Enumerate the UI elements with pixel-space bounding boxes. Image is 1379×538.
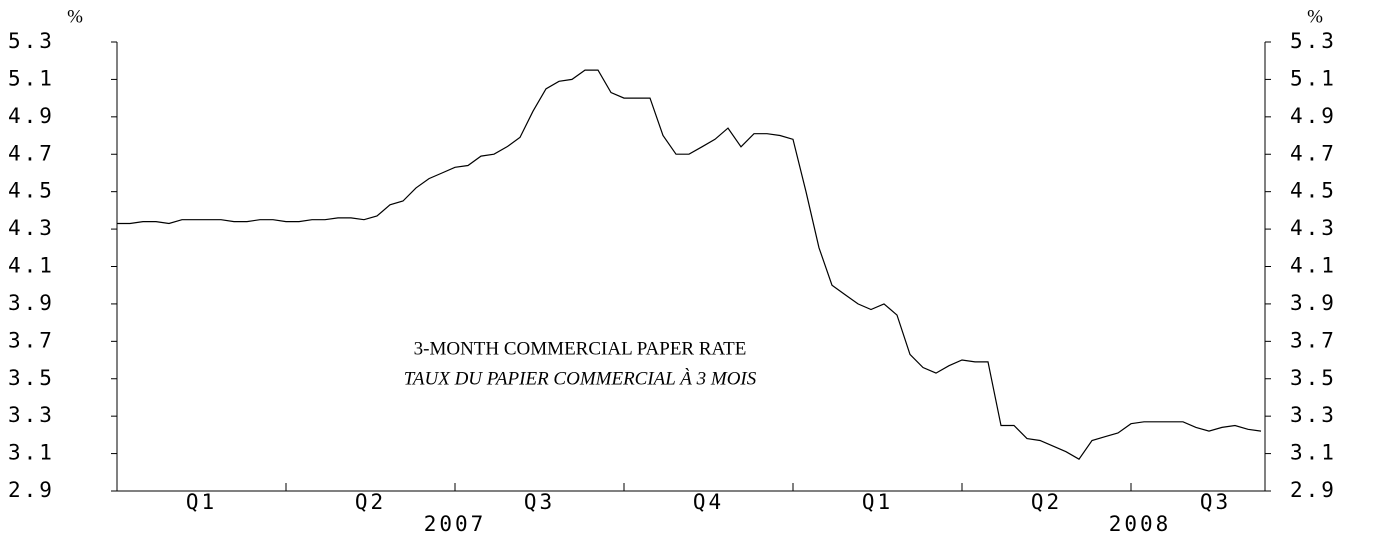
y2-tick-label: 4.7 — [1290, 141, 1337, 165]
y2-tick-label: 4.5 — [1290, 179, 1337, 203]
y-tick-label: 3.3 — [8, 403, 55, 427]
y2-tick-label: 4.3 — [1290, 216, 1337, 240]
y2-tick-label: 5.3 — [1290, 29, 1337, 53]
y-unit-right: % — [1307, 6, 1323, 27]
x-tick-label: Q3 — [524, 490, 555, 514]
y2-tick-label: 4.9 — [1290, 104, 1337, 128]
year-label: 2008 — [1109, 512, 1172, 536]
y2-tick-label: 3.9 — [1290, 291, 1337, 315]
y-tick-label: 4.9 — [8, 104, 55, 128]
y-tick-label: 3.9 — [8, 291, 55, 315]
x-tick-label: Q1 — [862, 490, 893, 514]
y2-tick-label: 2.9 — [1290, 478, 1337, 502]
y2-tick-label: 3.1 — [1290, 441, 1337, 465]
y-tick-label: 3.1 — [8, 441, 55, 465]
x-tick-label: Q2 — [355, 490, 386, 514]
y2-tick-label: 3.5 — [1290, 366, 1337, 390]
x-tick-label: Q3 — [1200, 490, 1231, 514]
chart-subtitle: TAUX DU PAPIER COMMERCIAL À 3 MOIS — [404, 367, 757, 389]
year-label: 2007 — [424, 512, 487, 536]
y2-tick-label: 4.1 — [1290, 254, 1337, 278]
x-tick-label: Q1 — [186, 490, 217, 514]
y-tick-label: 4.5 — [8, 179, 55, 203]
line-series — [117, 69, 1262, 460]
y-tick-label: 4.3 — [8, 216, 55, 240]
y-tick-label: 2.9 — [8, 478, 55, 502]
y2-tick-label: 3.7 — [1290, 328, 1337, 352]
y-tick-label: 4.7 — [8, 141, 55, 165]
y-tick-label: 4.1 — [8, 254, 55, 278]
y-tick-label: 5.1 — [8, 66, 55, 90]
chart-title: 3-MONTH COMMERCIAL PAPER RATE — [414, 338, 747, 359]
x-tick-label: Q4 — [693, 490, 724, 514]
y-tick-label: 5.3 — [8, 29, 55, 53]
x-tick-label: Q2 — [1031, 490, 1062, 514]
y-tick-label: 3.7 — [8, 328, 55, 352]
y2-tick-label: 3.3 — [1290, 403, 1337, 427]
y-tick-label: 3.5 — [8, 366, 55, 390]
y2-tick-label: 5.1 — [1290, 66, 1337, 90]
y-unit-left: % — [67, 6, 83, 27]
